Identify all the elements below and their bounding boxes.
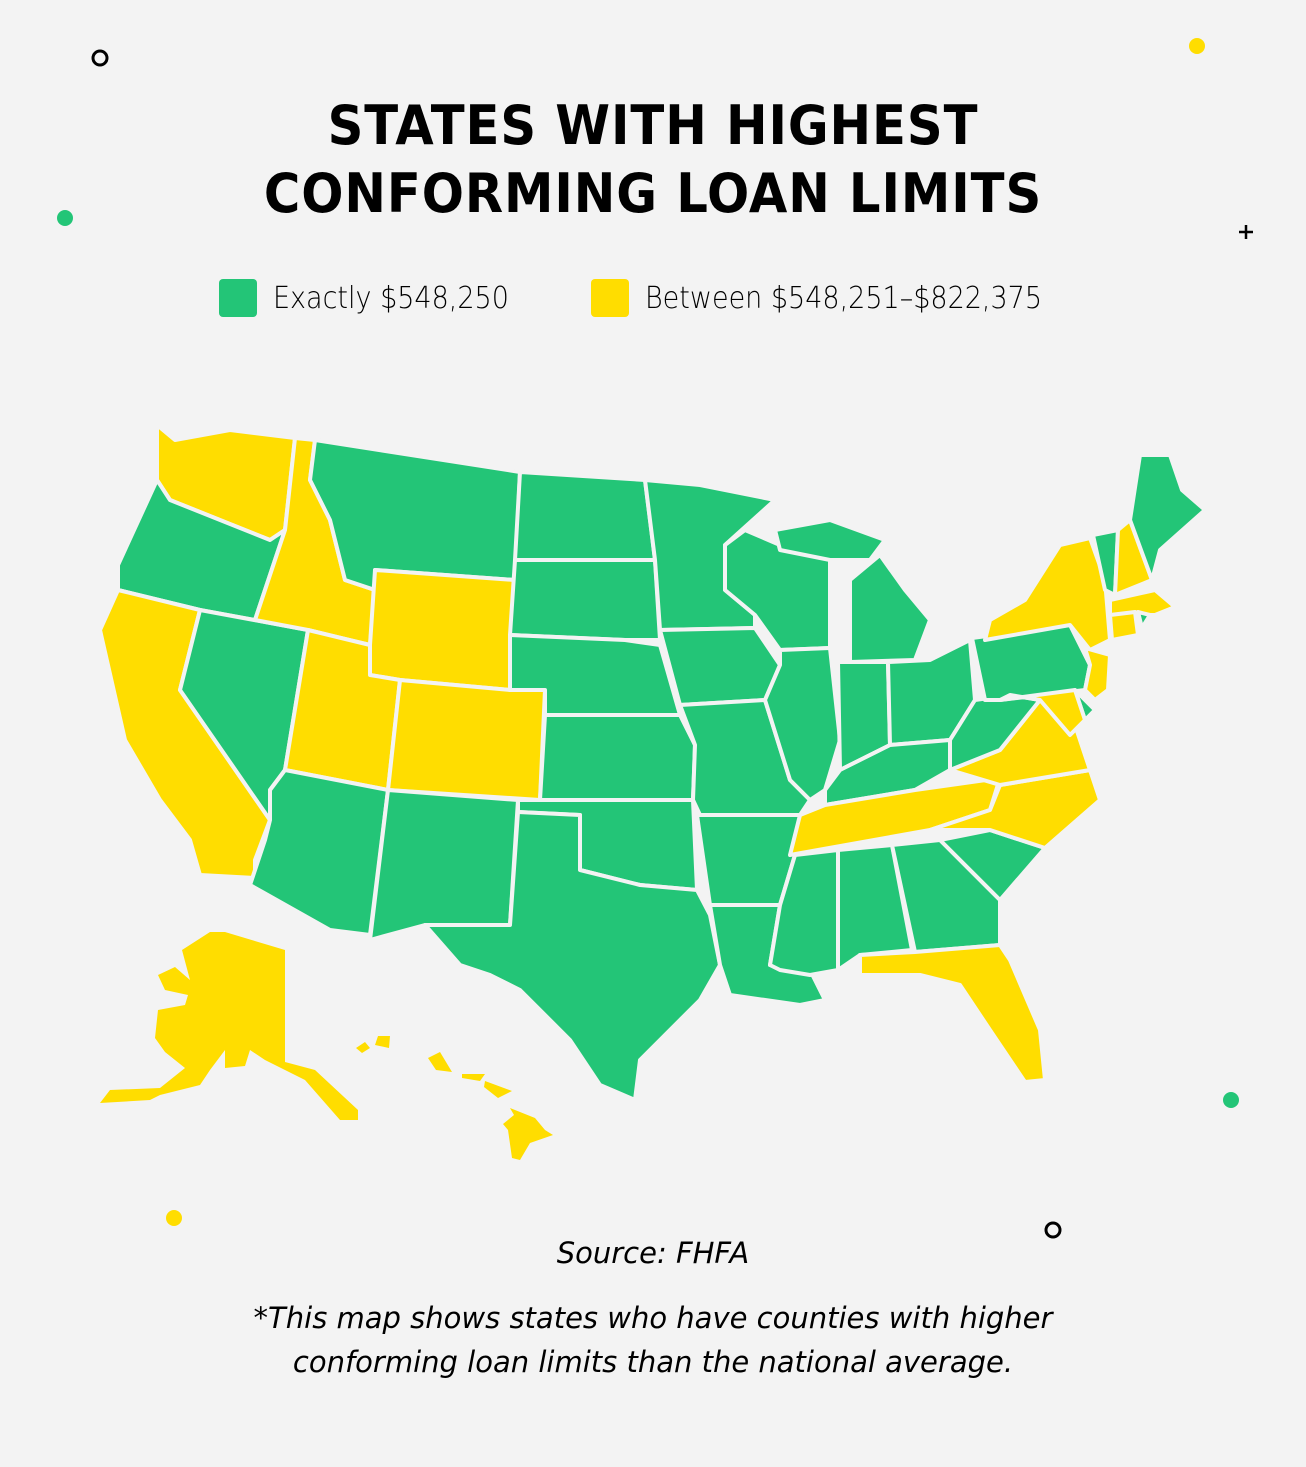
state-HI-2 bbox=[375, 1036, 390, 1048]
state-AK bbox=[100, 932, 358, 1120]
state-HI-6 bbox=[503, 1108, 553, 1160]
state-CT bbox=[1110, 612, 1138, 640]
footnote-line-1: *This map shows states who have counties… bbox=[0, 1296, 1306, 1340]
state-RI bbox=[1138, 612, 1150, 628]
state-HI-4 bbox=[462, 1074, 485, 1081]
state-NJ bbox=[1085, 648, 1110, 700]
green-dot-icon bbox=[1221, 1090, 1243, 1112]
state-IA bbox=[660, 628, 780, 705]
state-MT bbox=[310, 440, 520, 590]
state-AZ bbox=[250, 770, 388, 935]
footnote-line-2: conforming loan limits than the national… bbox=[0, 1340, 1306, 1384]
state-HI-1 bbox=[356, 1042, 370, 1053]
yellow-dot-icon bbox=[164, 1208, 186, 1230]
state-WY bbox=[370, 570, 515, 690]
state-CO bbox=[388, 680, 545, 800]
green-dot-icon bbox=[55, 208, 77, 230]
state-SD bbox=[510, 560, 660, 640]
source-note: Source: FHFA bbox=[0, 1236, 1306, 1270]
ring-decoration-icon bbox=[90, 48, 112, 70]
state-MI-lower bbox=[850, 555, 930, 662]
state-NM bbox=[370, 790, 518, 940]
state-MI bbox=[775, 520, 885, 560]
yellow-dot-icon bbox=[1187, 36, 1209, 58]
footnote: *This map shows states who have counties… bbox=[0, 1296, 1306, 1384]
state-KS bbox=[540, 715, 695, 800]
plus-decoration-icon bbox=[1236, 222, 1258, 244]
state-ND bbox=[515, 472, 655, 560]
state-HI-5 bbox=[484, 1081, 512, 1098]
state-FL bbox=[860, 945, 1045, 1082]
state-HI-3 bbox=[428, 1052, 452, 1072]
